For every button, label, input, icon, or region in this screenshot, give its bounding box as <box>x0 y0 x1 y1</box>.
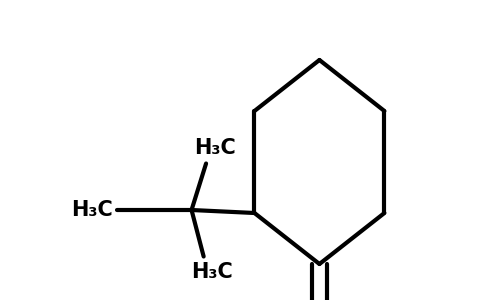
Text: H₃C: H₃C <box>192 262 233 282</box>
Text: H₃C: H₃C <box>72 200 113 220</box>
Text: H₃C: H₃C <box>194 139 236 158</box>
